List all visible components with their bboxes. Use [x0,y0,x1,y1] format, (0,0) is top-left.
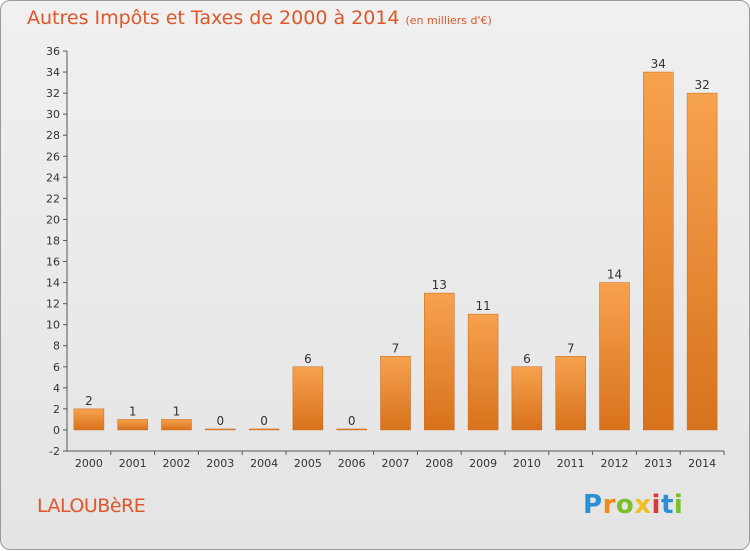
x-tick-label: 2014 [688,457,716,470]
bar-value-label: 2 [85,394,93,408]
bar-value-label: 1 [129,404,137,418]
bar-value-label: 34 [651,57,666,71]
bar [555,356,586,431]
y-tick-label: 34 [46,66,60,79]
place-name: LALOUBèRE [37,495,146,517]
x-tick-label: 2004 [250,457,278,470]
bar [511,366,543,431]
bar [643,71,674,431]
chart-subtitle: (en milliers d'€) [405,14,492,27]
y-tick-label: 32 [46,87,60,100]
y-tick-label: 16 [46,256,60,269]
bar [380,356,411,431]
bar-value-label: 0 [216,414,224,428]
y-tick-label: -2 [49,445,60,458]
x-tick-label: 2000 [75,457,103,470]
y-tick-label: 12 [46,298,60,311]
bar [686,92,718,431]
x-tick-label: 2003 [206,457,234,470]
x-tick-label: 2005 [294,457,322,470]
bar [424,292,455,431]
y-tick-label: 8 [53,340,60,353]
x-tick-label: 2010 [513,457,541,470]
y-tick-label: 22 [46,192,60,205]
bar [336,428,367,431]
bar-value-label: 32 [694,78,709,92]
bar [248,428,280,431]
bar-value-label: 7 [567,341,575,355]
y-tick-label: 18 [46,234,60,247]
y-tick-label: 30 [46,108,60,121]
bar-value-label: 6 [304,352,312,366]
y-tick-label: 20 [46,213,60,226]
x-tick-label: 2009 [469,457,497,470]
chart-title-text: Autres Impôts et Taxes de 2000 à 2014 [27,7,400,29]
y-tick-label: 24 [46,171,60,184]
bar-value-label: 11 [475,299,490,313]
y-tick-label: 26 [46,150,60,163]
x-tick-label: 2013 [644,457,672,470]
brand-letter: t [660,490,674,520]
x-tick-label: 2012 [601,457,629,470]
brand-logo: Proxiti [583,490,683,520]
bar [117,419,148,431]
bar [205,428,236,431]
bar-value-label: 7 [392,341,400,355]
y-tick-label: 0 [53,424,60,437]
bar-value-label: 0 [260,414,268,428]
y-tick-label: 10 [46,319,60,332]
x-tick-label: 2008 [425,457,453,470]
bar-value-label: 13 [432,278,447,292]
y-tick-label: 6 [53,361,60,374]
bar-value-label: 6 [523,352,531,366]
y-tick-label: 4 [53,382,60,395]
bar-value-label: 1 [173,404,181,418]
x-tick-label: 2011 [557,457,585,470]
x-tick-label: 2006 [338,457,366,470]
brand-letter: i [673,490,684,520]
brand-letter: P [583,490,603,520]
bar-value-label: 14 [607,268,622,282]
y-tick-label: 36 [46,45,60,58]
bar [161,419,192,431]
y-tick-label: 28 [46,129,60,142]
x-tick-label: 2002 [163,457,191,470]
bar-value-label: 0 [348,414,356,428]
y-tick-label: 14 [46,277,60,290]
y-tick-label: 2 [53,403,60,416]
bar [599,282,630,431]
bar [467,313,499,431]
brand-letter: i [651,490,661,520]
brand-letter: x [634,490,652,520]
x-tick-label: 2007 [382,457,410,470]
x-tick-label: 2001 [119,457,147,470]
brand-letter: o [615,490,635,520]
brand-letter: r [602,490,616,520]
bar [292,366,324,431]
chart-title: Autres Impôts et Taxes de 2000 à 2014 (en… [27,7,492,29]
bar [73,408,105,431]
